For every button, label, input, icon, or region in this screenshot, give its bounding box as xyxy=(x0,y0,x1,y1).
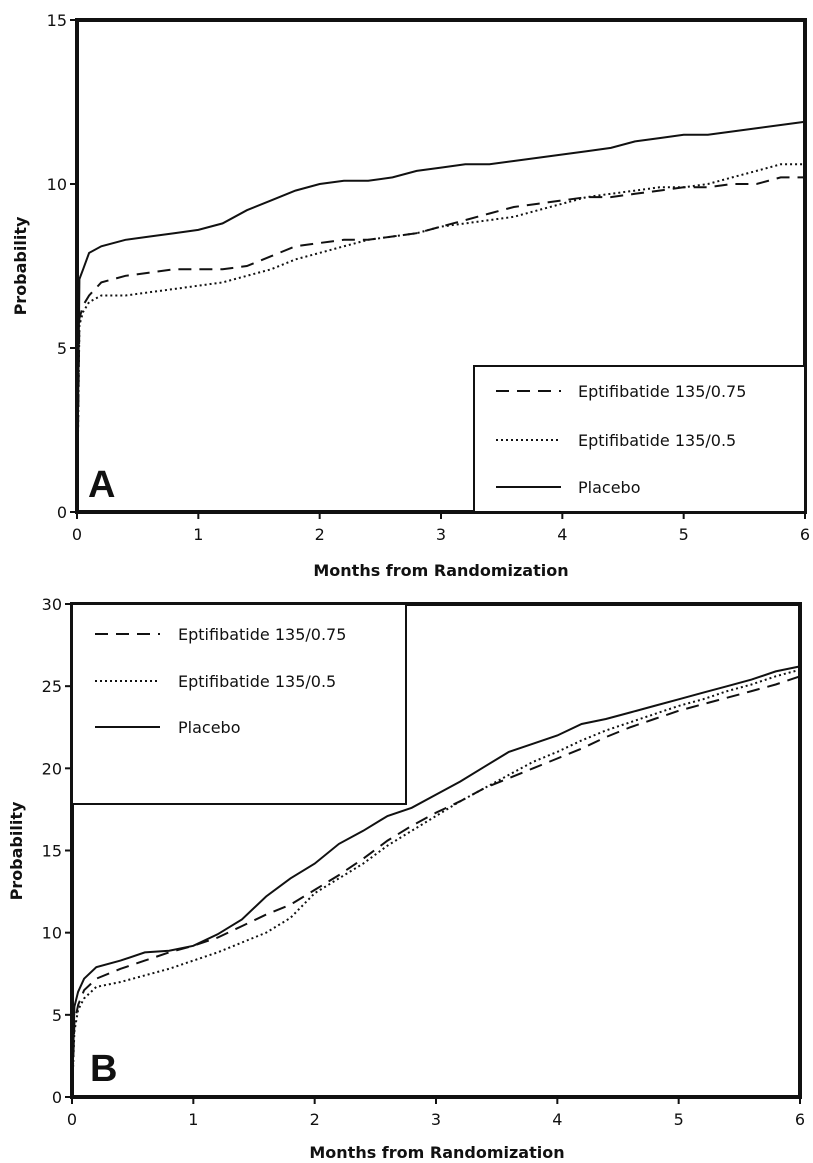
y-tick-label: 15 xyxy=(47,11,67,30)
x-tick-label: 5 xyxy=(674,1110,684,1129)
y-tick-label: 30 xyxy=(42,595,62,614)
series-line-eptifibatide-135-0-75 xyxy=(71,675,801,1098)
x-axis-title: Months from Randomization xyxy=(309,1143,564,1162)
series-group xyxy=(71,665,801,1098)
y-ticks: 0 5 10 15 xyxy=(47,11,77,522)
x-tick-label: 2 xyxy=(315,525,325,544)
y-tick-label: 0 xyxy=(57,503,67,522)
series-line-placebo xyxy=(71,665,801,1098)
x-axis-title: Months from Randomization xyxy=(313,561,568,580)
series-line-eptifibatide-135-0-5 xyxy=(76,163,805,513)
x-tick-label: 6 xyxy=(800,525,810,544)
legend-label: Eptifibatide 135/0.75 xyxy=(578,382,746,401)
x-tick-label: 4 xyxy=(557,525,567,544)
panel-b: 0 5 10 15 20 25 30 0 1 2 3 4 5 6 Months from Randomi… xyxy=(7,595,805,1162)
x-tick-label: 3 xyxy=(436,525,446,544)
legend-label: Placebo xyxy=(178,718,240,737)
panel-label: B xyxy=(90,1048,117,1090)
legend-label: Placebo xyxy=(578,478,640,497)
series-line-eptifibatide-135-0-5 xyxy=(71,668,801,1098)
y-axis-title: Probability xyxy=(11,216,30,315)
y-tick-label: 0 xyxy=(52,1088,62,1107)
y-tick-label: 10 xyxy=(42,924,62,943)
legend-label: Eptifibatide 135/0.75 xyxy=(178,625,346,644)
x-tick-label: 2 xyxy=(310,1110,320,1129)
series-group xyxy=(76,120,806,513)
legend: Eptifibatide 135/0.75 Eptifibatide 135/0… xyxy=(473,365,806,513)
y-tick-label: 20 xyxy=(42,759,62,778)
x-ticks: 0 1 2 3 4 5 6 xyxy=(72,512,810,544)
panel-label: A xyxy=(88,464,115,506)
x-ticks: 0 1 2 3 4 5 6 xyxy=(67,1097,805,1129)
series-line-placebo xyxy=(76,120,806,513)
x-tick-label: 4 xyxy=(552,1110,562,1129)
panel-a: 0 5 10 15 0 1 2 3 4 5 6 Months from Randomization… xyxy=(11,11,810,580)
y-axis-title: Probability xyxy=(7,801,26,900)
legend-label: Eptifibatide 135/0.5 xyxy=(578,431,736,450)
y-tick-label: 5 xyxy=(52,1006,62,1025)
x-tick-label: 0 xyxy=(72,525,82,544)
legend-label: Eptifibatide 135/0.5 xyxy=(178,672,336,691)
y-tick-label: 5 xyxy=(57,339,67,358)
x-tick-label: 6 xyxy=(795,1110,805,1129)
y-tick-label: 25 xyxy=(42,677,62,696)
x-tick-label: 5 xyxy=(679,525,689,544)
x-tick-label: 3 xyxy=(431,1110,441,1129)
legend: Eptifibatide 135/0.75 Eptifibatide 135/0… xyxy=(71,603,407,805)
y-tick-label: 10 xyxy=(47,175,67,194)
y-ticks: 0 5 10 15 20 25 30 xyxy=(42,595,72,1107)
y-tick-label: 15 xyxy=(42,842,62,861)
x-tick-label: 1 xyxy=(193,525,203,544)
x-tick-label: 0 xyxy=(67,1110,77,1129)
legend-box xyxy=(71,603,407,805)
x-tick-label: 1 xyxy=(188,1110,198,1129)
